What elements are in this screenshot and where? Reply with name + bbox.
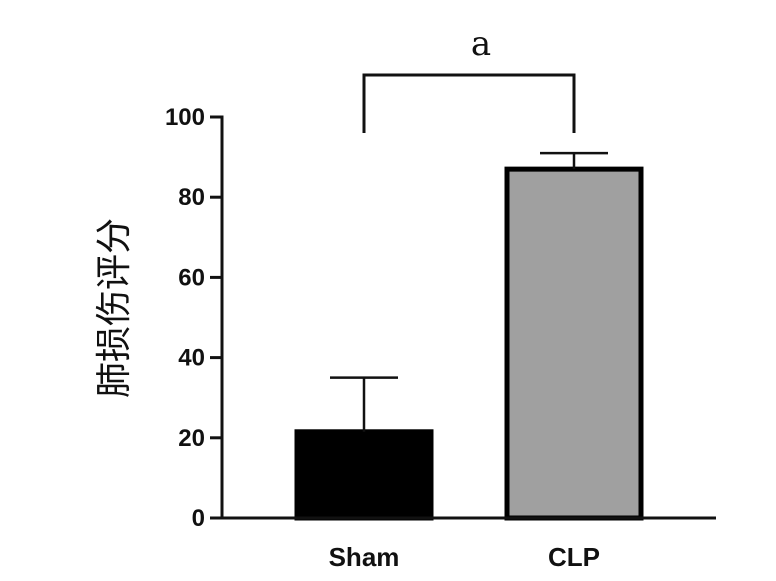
y-tick-label: 80 bbox=[178, 184, 205, 211]
x-label-sham: Sham bbox=[329, 542, 400, 572]
y-tick-label: 100 bbox=[165, 104, 205, 131]
x-axis-labels: Sham CLP bbox=[329, 542, 600, 572]
axes bbox=[210, 115, 716, 520]
y-axis-ticks: 0 20 40 60 80 100 bbox=[165, 104, 222, 532]
significance-label: a bbox=[471, 24, 491, 64]
y-tick-label: 60 bbox=[178, 264, 205, 291]
bar-sham bbox=[294, 429, 434, 521]
bars bbox=[294, 166, 644, 521]
error-bars bbox=[330, 151, 608, 432]
y-axis-title: 肺损伤评分 bbox=[94, 218, 135, 398]
y-tick-label: 20 bbox=[178, 425, 205, 452]
bar-clp bbox=[504, 166, 644, 521]
x-label-clp: CLP bbox=[548, 542, 600, 572]
y-tick-label: 0 bbox=[192, 505, 205, 532]
significance-bracket bbox=[362, 73, 576, 133]
y-tick-label: 40 bbox=[178, 345, 205, 372]
